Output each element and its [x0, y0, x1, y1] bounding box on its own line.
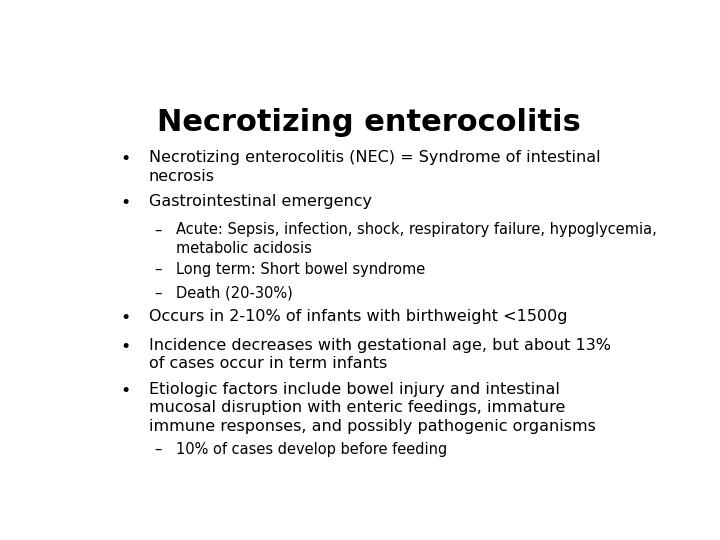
Text: •: • — [121, 338, 131, 355]
Text: Necrotizing enterocolitis (NEC) = Syndrome of intestinal
necrosis: Necrotizing enterocolitis (NEC) = Syndro… — [148, 150, 600, 184]
Text: –: – — [154, 222, 161, 238]
Text: •: • — [121, 150, 131, 168]
Text: Necrotizing enterocolitis: Necrotizing enterocolitis — [157, 109, 581, 138]
Text: Incidence decreases with gestational age, but about 13%
of cases occur in term i: Incidence decreases with gestational age… — [148, 338, 611, 371]
Text: 10% of cases develop before feeding: 10% of cases develop before feeding — [176, 442, 448, 456]
Text: •: • — [121, 309, 131, 327]
Text: Gastrointestinal emergency: Gastrointestinal emergency — [148, 194, 372, 209]
Text: Acute: Sepsis, infection, shock, respiratory failure, hypoglycemia,
metabolic ac: Acute: Sepsis, infection, shock, respira… — [176, 222, 657, 256]
Text: Long term: Short bowel syndrome: Long term: Short bowel syndrome — [176, 262, 426, 277]
Text: –: – — [154, 442, 161, 456]
Text: –: – — [154, 262, 161, 277]
Text: –: – — [154, 286, 161, 301]
Text: Occurs in 2-10% of infants with birthweight <1500g: Occurs in 2-10% of infants with birthwei… — [148, 309, 567, 325]
Text: •: • — [121, 194, 131, 212]
Text: Etiologic factors include bowel injury and intestinal
mucosal disruption with en: Etiologic factors include bowel injury a… — [148, 382, 595, 434]
Text: Death (20-30%): Death (20-30%) — [176, 286, 293, 301]
Text: •: • — [121, 382, 131, 400]
